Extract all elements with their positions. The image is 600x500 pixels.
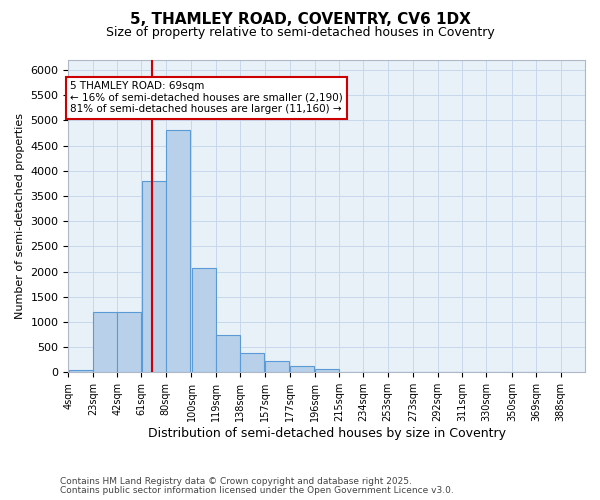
Bar [315,370,338,372]
Bar [68,370,92,372]
Bar [191,268,215,372]
Text: Contains public sector information licensed under the Open Government Licence v3: Contains public sector information licen… [60,486,454,495]
Y-axis label: Number of semi-detached properties: Number of semi-detached properties [15,113,25,319]
Text: 5 THAMLEY ROAD: 69sqm
← 16% of semi-detached houses are smaller (2,190)
81% of s: 5 THAMLEY ROAD: 69sqm ← 16% of semi-deta… [70,81,343,114]
Text: Contains HM Land Registry data © Crown copyright and database right 2025.: Contains HM Land Registry data © Crown c… [60,477,412,486]
Text: 5, THAMLEY ROAD, COVENTRY, CV6 1DX: 5, THAMLEY ROAD, COVENTRY, CV6 1DX [130,12,470,28]
Text: Size of property relative to semi-detached houses in Coventry: Size of property relative to semi-detach… [106,26,494,39]
Bar [118,312,141,372]
Bar [290,366,314,372]
Bar [93,312,117,372]
Bar [166,130,190,372]
X-axis label: Distribution of semi-detached houses by size in Coventry: Distribution of semi-detached houses by … [148,427,506,440]
Bar [216,334,240,372]
Bar [142,181,166,372]
Bar [241,352,265,372]
Bar [265,362,289,372]
